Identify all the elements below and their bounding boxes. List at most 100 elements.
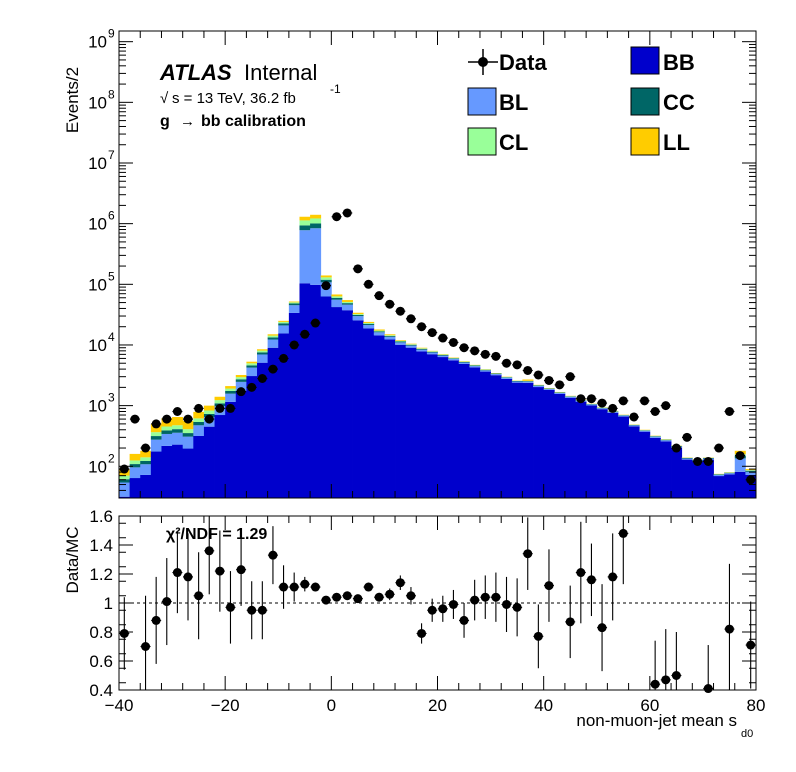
data-point bbox=[204, 414, 214, 424]
bar-cc bbox=[426, 351, 438, 353]
bar-bl bbox=[522, 381, 534, 383]
ratio-point bbox=[247, 605, 257, 615]
ratio-point bbox=[289, 582, 299, 592]
y-tick-label: 10 bbox=[88, 336, 107, 355]
legend-cc-label: CC bbox=[663, 90, 695, 115]
bar-bb bbox=[490, 375, 502, 498]
calib-arrow: → bbox=[180, 113, 195, 130]
ratio-point bbox=[427, 605, 437, 615]
bar-ll bbox=[193, 411, 205, 419]
bar-bl bbox=[278, 325, 290, 334]
bar-bb bbox=[426, 354, 438, 498]
bar-cc bbox=[745, 470, 757, 472]
bar-cc bbox=[182, 433, 194, 437]
bar-cl bbox=[257, 350, 269, 353]
bar-bb bbox=[299, 283, 311, 498]
main-x-ticks bbox=[118, 31, 757, 498]
data-point bbox=[427, 328, 437, 338]
data-point bbox=[523, 365, 533, 375]
bar-cl bbox=[161, 426, 173, 431]
bar-bl bbox=[681, 458, 693, 460]
data-point bbox=[703, 456, 713, 466]
calib-g: g bbox=[160, 113, 170, 130]
bar-bb bbox=[713, 476, 725, 498]
bar-bb bbox=[681, 459, 693, 498]
bar-bb bbox=[310, 284, 322, 498]
data-point bbox=[183, 414, 193, 424]
bar-bl bbox=[490, 374, 502, 376]
data-point bbox=[512, 360, 522, 370]
bar-bl bbox=[395, 342, 407, 345]
bar-cl bbox=[203, 410, 215, 414]
ratio-y-tick-label: 1 bbox=[104, 594, 113, 613]
bar-cl bbox=[320, 277, 332, 280]
bar-cc bbox=[649, 436, 661, 437]
bar-bb bbox=[395, 344, 407, 498]
data-point bbox=[555, 380, 565, 390]
bar-cc bbox=[129, 464, 141, 468]
data-point bbox=[141, 443, 151, 453]
ratio-point bbox=[363, 582, 373, 592]
bar-bb bbox=[671, 447, 683, 498]
bar-bb bbox=[352, 320, 364, 498]
data-point bbox=[618, 396, 628, 406]
ratio-points bbox=[119, 516, 756, 694]
bar-bb bbox=[140, 474, 152, 498]
legend: Data BB BL CC CL LL bbox=[467, 46, 695, 156]
data-point bbox=[693, 456, 703, 466]
data-point bbox=[629, 412, 639, 422]
bar-bl bbox=[225, 393, 237, 402]
data-point bbox=[310, 318, 320, 328]
legend-bl: BL bbox=[467, 87, 528, 116]
bar-cl bbox=[140, 457, 152, 461]
bar-cc bbox=[405, 344, 417, 346]
bar-bl bbox=[150, 439, 162, 452]
x-axis-title: non-muon-jet mean s bbox=[576, 711, 737, 730]
ratio-point bbox=[172, 568, 182, 578]
bar-bb bbox=[448, 360, 460, 498]
data-point bbox=[406, 314, 416, 324]
ratio-y-ticks: 0.4 0.6 0.8 1 1.2 1.4 1.6 bbox=[89, 507, 756, 700]
ratio-point bbox=[576, 568, 586, 578]
legend-ll-label: LL bbox=[663, 130, 690, 155]
data-point bbox=[385, 299, 395, 309]
bar-ll bbox=[288, 301, 300, 303]
bar-bb bbox=[257, 362, 269, 498]
bar-bb bbox=[437, 357, 449, 498]
bar-cl bbox=[150, 432, 162, 437]
legend-cl: CL bbox=[467, 127, 528, 156]
ratio-y-tick-label: 0.8 bbox=[89, 623, 113, 642]
bar-cc bbox=[713, 474, 725, 475]
bar-bb bbox=[501, 378, 513, 498]
bar-bl bbox=[511, 381, 523, 383]
ratio-point bbox=[417, 628, 427, 638]
bar-bb bbox=[193, 435, 205, 498]
bar-cc bbox=[522, 381, 534, 382]
y-tick-exponent: 9 bbox=[108, 27, 115, 41]
legend-cl-swatch bbox=[467, 127, 497, 156]
ratio-point bbox=[608, 572, 618, 582]
bar-bb bbox=[267, 347, 279, 498]
bar-cc bbox=[161, 430, 173, 434]
bar-bl bbox=[373, 332, 385, 336]
bar-bl bbox=[193, 425, 205, 436]
x-tick-label: −20 bbox=[211, 696, 240, 715]
data-point bbox=[321, 281, 331, 291]
ratio-point bbox=[279, 582, 289, 592]
legend-bl-swatch bbox=[467, 87, 497, 116]
y-tick-exponent: 4 bbox=[108, 330, 115, 344]
ratio-point bbox=[565, 617, 575, 627]
header: ATLAS Internal √ s = 13 TeV, 36.2 fb -1 … bbox=[159, 60, 341, 130]
energy-superscript: -1 bbox=[330, 82, 341, 96]
bar-cl bbox=[129, 460, 141, 465]
data-point bbox=[608, 403, 618, 413]
bar-bb bbox=[161, 445, 173, 498]
bar-ll bbox=[405, 343, 417, 345]
ratio-point bbox=[225, 602, 235, 612]
bar-ll bbox=[416, 347, 428, 349]
ratio-point bbox=[194, 591, 204, 601]
bar-cc bbox=[681, 457, 693, 459]
ratio-point bbox=[385, 589, 395, 599]
bar-bl bbox=[416, 349, 428, 352]
